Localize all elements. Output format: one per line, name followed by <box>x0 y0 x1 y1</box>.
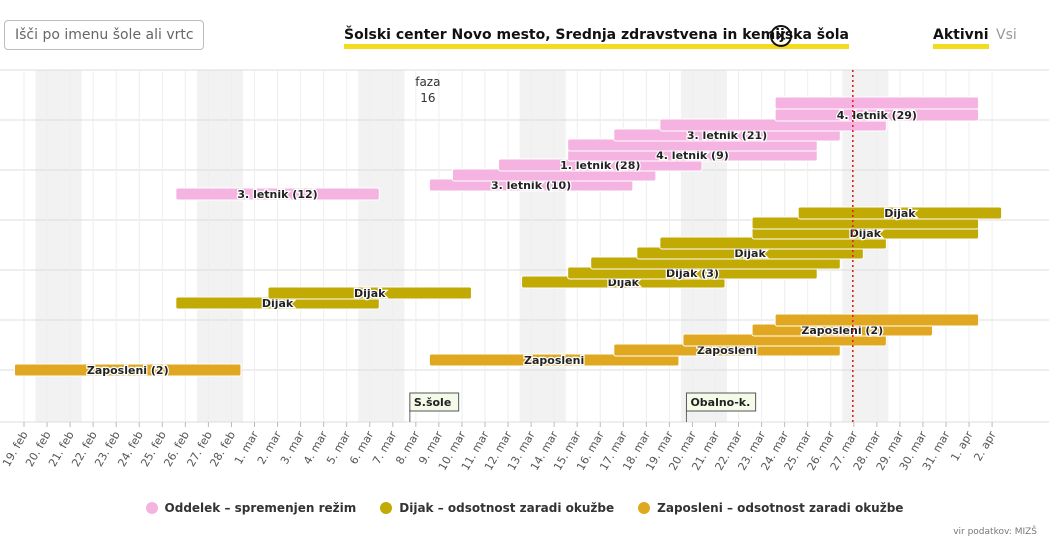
marker-box-1 <box>685 392 757 412</box>
bar-label: 4. letnik (9) <box>656 149 729 162</box>
bar-label: Dijak <box>734 247 766 260</box>
bar-label: Dijak <box>884 207 916 220</box>
bar-label: Dijak <box>354 287 386 300</box>
bar-label: 4. letnik (29) <box>837 109 917 122</box>
bar-label: Dijak (3) <box>666 267 719 280</box>
legend-dot-zaposleni <box>638 502 651 514</box>
bar-label: 3. letnik (21) <box>687 129 767 142</box>
bar-label: Dijak <box>262 297 294 310</box>
bar-label: Zaposleni <box>524 354 584 367</box>
phase-label: faza <box>415 75 440 89</box>
weekend-band-1 <box>196 70 243 422</box>
x-tick-label: 2. apr <box>971 429 999 464</box>
data-source: vir podatkov: MIZŠ <box>953 527 1037 537</box>
legend-dot-oddelek <box>145 502 158 514</box>
bar-label: Dijak <box>850 227 882 240</box>
search-input[interactable] <box>4 20 204 50</box>
tab-active[interactable]: Aktivni <box>933 27 989 49</box>
bar-oddelek <box>774 96 980 110</box>
weekend-band-2 <box>358 70 405 422</box>
bar-zaposleni <box>774 313 980 327</box>
phase-number: 16 <box>420 91 435 105</box>
marker-box-0 <box>409 392 460 412</box>
school-title: Šolski center Novo mesto, Srednja zdravs… <box>344 27 850 49</box>
bar-oddelek <box>659 118 887 132</box>
legend: Oddelek – spremenjen režim Dijak – odsot… <box>0 501 1049 515</box>
bar-label: Zaposleni (2) <box>87 364 169 377</box>
weekend-band-0 <box>35 70 82 422</box>
bar-dijak <box>267 286 472 300</box>
legend-item-dijak[interactable]: Dijak – odsotnost zaradi okužbe <box>380 501 614 515</box>
close-icon[interactable]: ✕ <box>770 25 792 47</box>
marker-label-1: Obalno-k. <box>690 396 750 409</box>
legend-label-oddelek: Oddelek – spremenjen režim <box>164 501 357 515</box>
bar-zaposleni <box>428 353 680 367</box>
bar-zaposleni <box>13 363 242 377</box>
bar-label: Zaposleni <box>697 344 757 357</box>
legend-item-oddelek[interactable]: Oddelek – spremenjen režim <box>145 501 357 515</box>
legend-label-dijak: Dijak – odsotnost zaradi okužbe <box>399 501 615 515</box>
bar-dijak <box>797 206 1003 220</box>
marker-label-0: S.šole <box>414 396 451 409</box>
legend-dot-dijak <box>380 502 393 514</box>
weekend-band-3 <box>519 70 566 422</box>
bar-label: Zaposleni (2) <box>801 324 883 337</box>
bar-label: 3. letnik (12) <box>237 188 317 201</box>
tab-all[interactable]: Vsi <box>996 27 1017 43</box>
bar-oddelek <box>175 187 380 201</box>
bar-label: 3. letnik (10) <box>491 179 571 192</box>
legend-label-zaposleni: Zaposleni – odsotnost zaradi okužbe <box>657 501 904 515</box>
bar-label: 1. letnik (28) <box>560 159 640 172</box>
legend-item-zaposleni[interactable]: Zaposleni – odsotnost zaradi okužbe <box>638 501 903 515</box>
